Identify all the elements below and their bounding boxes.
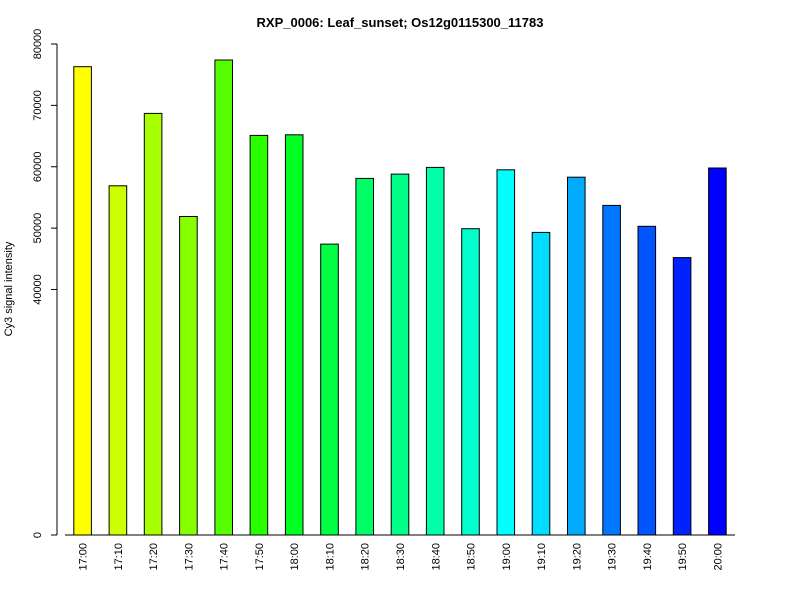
x-tick-label: 19:30 xyxy=(607,543,619,571)
x-tick-label: 17:20 xyxy=(148,543,160,571)
x-tick-label: 18:50 xyxy=(466,543,478,571)
bar-1940 xyxy=(637,225,657,536)
bar-1900 xyxy=(496,169,516,536)
y-tick-label: 80000 xyxy=(32,29,44,60)
x-tick-label: 20:00 xyxy=(712,543,724,571)
x-tick-label: 17:30 xyxy=(183,543,195,571)
x-axis: 17:00 17:10 17:20 17:30 17:40 17:50 18:00 18:10… xyxy=(65,534,735,571)
x-tick-label: 18:10 xyxy=(325,543,337,571)
x-tick-label: 19:50 xyxy=(677,543,689,571)
y-axis: 0 40000 50000 60000 70000 80000 xyxy=(32,29,58,538)
bar-1930 xyxy=(602,204,621,536)
x-tick-label: 18:20 xyxy=(360,543,372,571)
bar-1720 xyxy=(143,112,163,536)
bar-1730 xyxy=(179,216,198,536)
x-tick-label: 17:50 xyxy=(254,543,266,571)
x-tick-label: 17:10 xyxy=(113,543,125,571)
bar-1820 xyxy=(355,177,374,536)
x-tick-label: 19:20 xyxy=(571,543,583,571)
bar-1710 xyxy=(108,185,128,536)
bar-2000 xyxy=(708,167,727,536)
bar-1740 xyxy=(214,59,233,536)
bar-1800 xyxy=(284,134,304,536)
bar-1840 xyxy=(425,166,445,536)
y-tick-label: 50000 xyxy=(32,213,44,244)
x-tick-label: 17:00 xyxy=(78,543,90,571)
bar-1830 xyxy=(390,173,410,536)
bars-group xyxy=(73,59,727,536)
y-axis-label: Cy3 signal intensity xyxy=(3,241,15,336)
x-tick-label: 19:40 xyxy=(642,543,654,571)
x-tick-label: 18:40 xyxy=(430,543,442,571)
bar-1850 xyxy=(461,228,480,536)
x-tick-label: 17:40 xyxy=(219,543,231,571)
chart-title: RXP_0006: Leaf_sunset; Os12g0115300_1178… xyxy=(257,15,544,30)
x-tick-label: 18:00 xyxy=(289,543,301,571)
y-tick-label: 70000 xyxy=(32,90,44,121)
bar-1950 xyxy=(672,257,692,536)
x-tick-label: 18:30 xyxy=(395,543,407,571)
bar-1700 xyxy=(73,66,92,536)
bar-1810 xyxy=(320,243,339,536)
y-tick-label: 40000 xyxy=(32,274,44,305)
bar-1750 xyxy=(249,134,269,536)
x-tick-label: 19:10 xyxy=(536,543,548,571)
y-tick-label: 60000 xyxy=(32,152,44,183)
y-tick-label: 0 xyxy=(32,532,44,538)
bar-1910 xyxy=(531,231,551,536)
x-tick-label: 19:00 xyxy=(501,543,513,571)
bar-1920 xyxy=(567,176,586,536)
